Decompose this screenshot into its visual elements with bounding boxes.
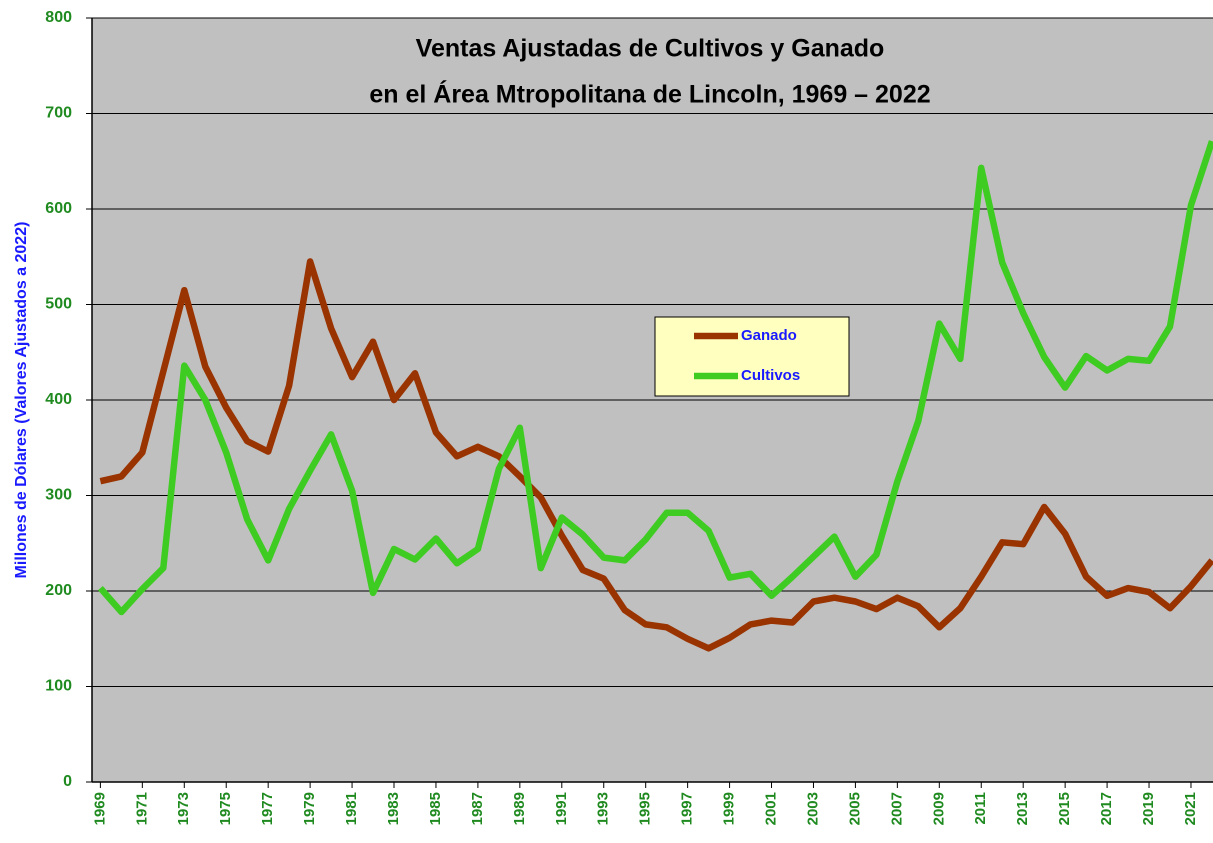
x-tick-label: 1977 bbox=[259, 792, 276, 825]
legend-label: Ganado bbox=[741, 327, 797, 344]
x-tick-label: 2013 bbox=[1014, 792, 1031, 825]
x-tick-label: 2007 bbox=[888, 792, 905, 825]
x-tick-label: 2011 bbox=[972, 792, 989, 825]
x-tick-label: 1985 bbox=[427, 792, 444, 825]
x-tick-label: 2019 bbox=[1140, 792, 1157, 825]
y-tick-label: 0 bbox=[63, 773, 72, 790]
x-tick-label: 1993 bbox=[595, 792, 612, 825]
x-tick-label: 1979 bbox=[301, 792, 318, 825]
y-tick-label: 500 bbox=[45, 296, 72, 313]
chart-title: en el Área Mtropolitana de Lincoln, 1969… bbox=[369, 80, 930, 109]
x-tick-label: 1975 bbox=[217, 792, 234, 825]
chart-title: Ventas Ajustadas de Cultivos y Ganado bbox=[416, 35, 885, 63]
x-tick-label: 2001 bbox=[762, 792, 779, 825]
x-tick-label: 1973 bbox=[175, 792, 192, 825]
x-tick-label: 2021 bbox=[1182, 792, 1199, 825]
y-axis-label: Millones de Dólares (Valores Ajustados a… bbox=[13, 222, 30, 579]
legend-label: Cultivos bbox=[741, 367, 800, 384]
x-tick-label: 2005 bbox=[846, 792, 863, 825]
lines bbox=[97, 140, 1213, 652]
x-tick-label: 1971 bbox=[133, 792, 150, 825]
y-tick-label: 200 bbox=[45, 582, 72, 599]
x-tick-label: 2017 bbox=[1098, 792, 1115, 825]
x-tick-label: 1999 bbox=[721, 792, 738, 825]
y-tick-label: 700 bbox=[45, 105, 72, 122]
x-tick-label: 2009 bbox=[930, 792, 947, 825]
legend bbox=[654, 316, 850, 397]
y-tick-label: 300 bbox=[45, 487, 72, 504]
x-tick-label: 1995 bbox=[637, 792, 654, 825]
y-tick-label: 800 bbox=[45, 9, 72, 26]
x-tick-label: 2003 bbox=[804, 792, 821, 825]
y-tick-label: 600 bbox=[45, 200, 72, 217]
y-tick-label: 100 bbox=[45, 678, 72, 695]
x-tick-label: 2015 bbox=[1056, 792, 1073, 825]
x-tick-label: 1981 bbox=[343, 792, 360, 825]
series-line bbox=[97, 140, 1213, 616]
x-tick-label: 1997 bbox=[679, 792, 696, 825]
x-tick-label: 1969 bbox=[91, 792, 108, 825]
x-tick-label: 1991 bbox=[553, 792, 570, 825]
x-tick-label: 1989 bbox=[511, 792, 528, 825]
x-tick-label: 1987 bbox=[469, 792, 486, 825]
series-line bbox=[99, 258, 1213, 652]
x-tick-label: 1983 bbox=[385, 792, 402, 825]
y-tick-label: 400 bbox=[45, 391, 72, 408]
